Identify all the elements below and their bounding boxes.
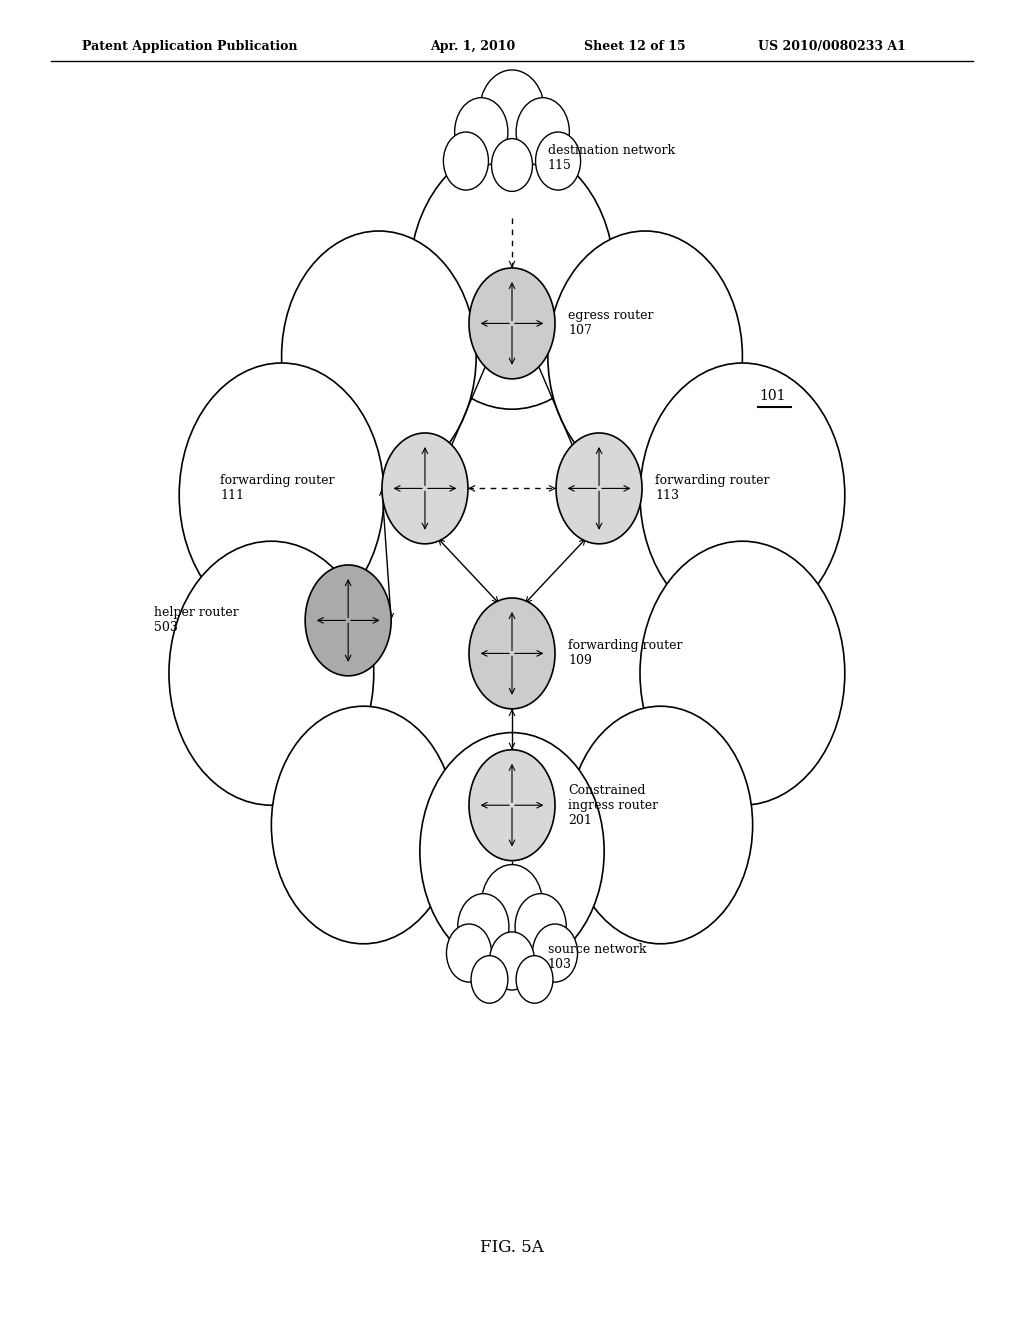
Circle shape bbox=[469, 598, 555, 709]
Circle shape bbox=[479, 70, 545, 154]
Circle shape bbox=[446, 924, 492, 982]
Circle shape bbox=[471, 956, 508, 1003]
Circle shape bbox=[516, 98, 569, 166]
Circle shape bbox=[515, 894, 566, 960]
Circle shape bbox=[410, 145, 614, 409]
Circle shape bbox=[640, 541, 845, 805]
Circle shape bbox=[640, 363, 845, 627]
Circle shape bbox=[271, 706, 456, 944]
Circle shape bbox=[489, 932, 535, 990]
Circle shape bbox=[492, 139, 532, 191]
Circle shape bbox=[282, 231, 476, 482]
Circle shape bbox=[443, 132, 488, 190]
Text: Patent Application Publication: Patent Application Publication bbox=[82, 40, 297, 53]
Text: Apr. 1, 2010: Apr. 1, 2010 bbox=[430, 40, 515, 53]
Circle shape bbox=[305, 565, 391, 676]
Text: US 2010/0080233 A1: US 2010/0080233 A1 bbox=[758, 40, 905, 53]
Circle shape bbox=[469, 750, 555, 861]
Circle shape bbox=[532, 924, 578, 982]
Text: forwarding router
109: forwarding router 109 bbox=[568, 639, 683, 668]
Circle shape bbox=[169, 541, 374, 805]
Circle shape bbox=[556, 433, 642, 544]
Text: egress router
107: egress router 107 bbox=[568, 309, 653, 338]
Text: 101: 101 bbox=[760, 389, 786, 403]
Text: Constrained
ingress router
201: Constrained ingress router 201 bbox=[568, 784, 658, 826]
Circle shape bbox=[481, 865, 543, 944]
Circle shape bbox=[516, 956, 553, 1003]
Circle shape bbox=[179, 363, 384, 627]
Circle shape bbox=[536, 132, 581, 190]
Text: forwarding router
111: forwarding router 111 bbox=[220, 474, 335, 503]
Text: destination network
115: destination network 115 bbox=[548, 144, 675, 173]
Text: forwarding router
113: forwarding router 113 bbox=[655, 474, 770, 503]
Circle shape bbox=[420, 733, 604, 970]
Text: FIG. 5A: FIG. 5A bbox=[480, 1239, 544, 1255]
Circle shape bbox=[469, 268, 555, 379]
Circle shape bbox=[548, 231, 742, 482]
Text: helper router
503: helper router 503 bbox=[154, 606, 239, 635]
Circle shape bbox=[568, 706, 753, 944]
Circle shape bbox=[382, 433, 468, 544]
Circle shape bbox=[455, 98, 508, 166]
Text: source network
103: source network 103 bbox=[548, 942, 646, 972]
Circle shape bbox=[458, 894, 509, 960]
Text: Sheet 12 of 15: Sheet 12 of 15 bbox=[584, 40, 685, 53]
